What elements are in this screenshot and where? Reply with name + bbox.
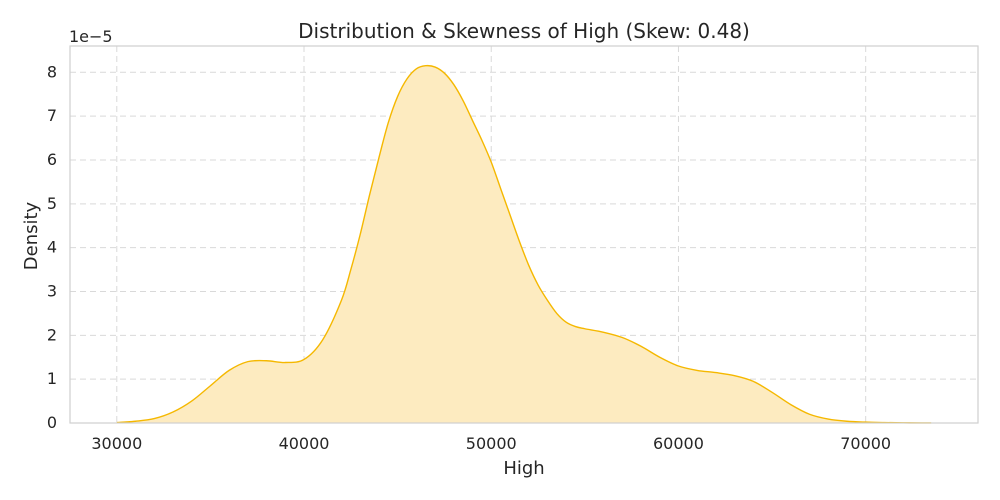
y-tick-label: 5 (47, 194, 57, 213)
y-tick-label: 4 (47, 238, 57, 257)
chart-title: Distribution & Skewness of High (Skew: 0… (298, 19, 750, 43)
x-axis-label: High (503, 458, 544, 479)
y-axis-label: Density (21, 201, 42, 270)
y-tick-label: 2 (47, 325, 57, 344)
plot-frame (69, 45, 979, 424)
y-tick-label: 1 (47, 369, 57, 388)
x-tick-label: 50000 (466, 434, 517, 453)
density-line (116, 64, 932, 424)
x-tick-label: 70000 (840, 434, 891, 453)
y-tick-label: 7 (47, 106, 57, 125)
y-offset-label: 1e−5 (69, 27, 113, 46)
x-tick-label: 40000 (279, 434, 330, 453)
density-area (116, 65, 932, 424)
y-tick-label: 6 (47, 150, 57, 169)
tick-layer: 30000 40000 50000 60000 70000 0 1 2 3 4 5 6 7 8 (47, 62, 891, 453)
x-tick-label: 60000 (653, 434, 704, 453)
y-tick-label: 0 (47, 413, 57, 432)
y-tick-label: 8 (47, 62, 57, 81)
x-tick-label: 30000 (91, 434, 142, 453)
y-tick-label: 3 (47, 281, 57, 300)
